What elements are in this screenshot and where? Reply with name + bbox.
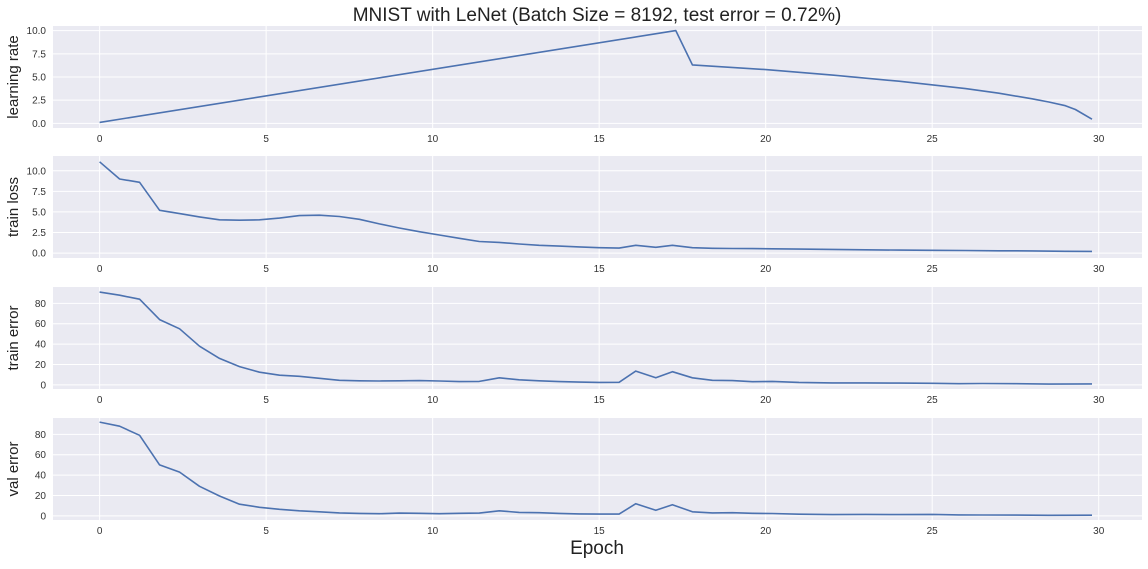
x-tick-label: 10 [427,264,439,275]
y-tick-label: 60 [35,450,47,461]
panel-3: 0 5 10 15 20 25 30 0 20 40 60 80 train error [5,287,1142,406]
y-tick-label: 0.0 [32,119,46,130]
series-line [99,161,1093,253]
y-axis-label: train loss [5,177,22,237]
y-axis-label: train error [5,305,22,370]
panel-background [53,156,1142,258]
x-tick-label: 0 [97,134,103,145]
x-tick-label: 20 [760,526,772,537]
y-tick-label: 2.5 [32,96,46,107]
x-tick-label: 10 [427,134,439,145]
y-tick-label: 60 [35,319,47,330]
x-tick-label: 0 [97,526,103,537]
panel-background [53,287,1142,389]
series-line [99,291,1093,385]
y-tick-label: 0.0 [32,249,46,260]
x-tick-label: 20 [760,395,772,406]
x-tick-label: 30 [1093,264,1105,275]
panel-1: 0 5 10 15 20 25 30 0.0 2.5 5.0 7.5 10.0 learning rat… [5,26,1142,145]
x-tick-label: 0 [97,264,103,275]
y-tick-label: 80 [35,299,47,310]
panel-2: 0 5 10 15 20 25 30 0.0 2.5 5.0 7.5 10.0 train loss [5,156,1142,275]
x-tick-label: 15 [594,395,606,406]
x-tick-label: 5 [263,134,269,145]
x-tick-label: 25 [927,134,939,145]
x-tick-label: 25 [927,395,939,406]
y-tick-label: 80 [35,430,47,441]
x-tick-label: 30 [1093,134,1105,145]
y-tick-label: 5.0 [32,207,46,218]
x-tick-label: 20 [760,264,772,275]
x-tick-label: 15 [594,264,606,275]
x-tick-label: 5 [263,264,269,275]
x-tick-label: 5 [263,526,269,537]
x-tick-label: 30 [1093,526,1105,537]
x-tick-label: 5 [263,395,269,406]
y-tick-label: 40 [35,471,47,482]
series-line [99,29,1093,124]
y-axis-label: val error [5,441,22,496]
y-tick-label: 2.5 [32,228,46,239]
y-tick-label: 7.5 [32,49,46,60]
y-tick-label: 10.0 [27,166,47,177]
x-tick-label: 25 [927,264,939,275]
y-tick-label: 7.5 [32,187,46,198]
panel-4: 0 5 10 15 20 25 30 0 20 40 60 80 val error [5,418,1142,537]
x-tick-label: 15 [594,134,606,145]
y-tick-label: 40 [35,340,47,351]
series-line [99,421,1093,517]
x-axis-label: Epoch [570,538,624,559]
x-tick-label: 30 [1093,395,1105,406]
x-tick-label: 15 [594,526,606,537]
y-tick-label: 0 [40,380,46,391]
y-tick-label: 0 [40,511,46,522]
x-tick-label: 0 [97,395,103,406]
x-tick-label: 10 [427,395,439,406]
chart-title: MNIST with LeNet (Batch Size = 8192, tes… [353,5,842,26]
panels-layer: 0 5 10 15 20 25 30 0.0 2.5 5.0 7.5 10.0 learning rat… [5,26,1142,537]
y-axis-label: learning rate [5,35,22,118]
y-tick-label: 20 [35,360,47,371]
x-tick-label: 20 [760,134,772,145]
x-tick-label: 10 [427,526,439,537]
panel-background [53,418,1142,520]
y-tick-label: 20 [35,491,47,502]
x-tick-label: 25 [927,526,939,537]
y-tick-label: 5.0 [32,73,46,84]
y-tick-label: 10.0 [27,26,47,37]
